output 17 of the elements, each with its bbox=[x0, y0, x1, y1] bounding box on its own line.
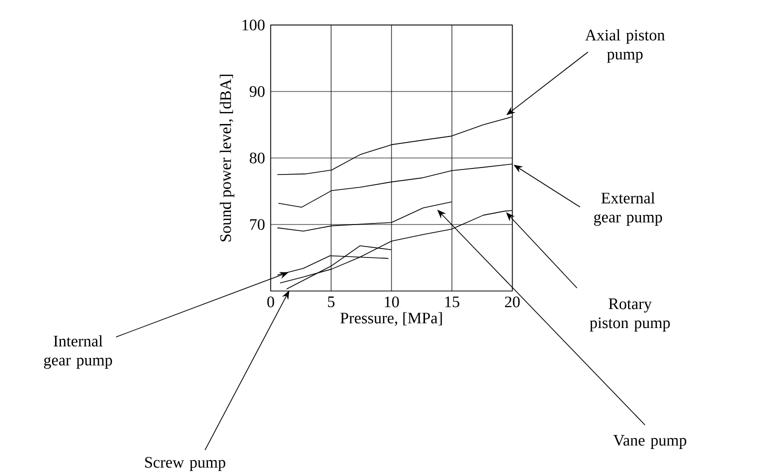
y-tick-label: 70 bbox=[250, 219, 265, 230]
x-tick-label: 15 bbox=[445, 296, 460, 308]
x-tick-label: 10 bbox=[384, 296, 399, 308]
y-tick-label: 80 bbox=[250, 152, 265, 164]
annotation: Screw pump bbox=[145, 457, 226, 471]
x-tick-label: 0 bbox=[267, 296, 274, 308]
x-tick-label: 20 bbox=[505, 296, 520, 308]
y-axis-title: Sound power level, [dBA] bbox=[220, 74, 234, 242]
annotation: Vane pump bbox=[613, 435, 686, 449]
annotation: External gear pump bbox=[594, 192, 662, 226]
annotation: Internal gear pump bbox=[44, 335, 112, 369]
x-tick-label: 5 bbox=[328, 296, 334, 308]
y-tick-label: 100 bbox=[242, 20, 265, 30]
annotation: Rotary piston pump bbox=[590, 298, 670, 332]
y-tick-label: 90 bbox=[250, 86, 265, 97]
x-axis-title: Pressure, [MPa] bbox=[340, 312, 442, 326]
annotation: Axial piston pump bbox=[585, 29, 665, 63]
